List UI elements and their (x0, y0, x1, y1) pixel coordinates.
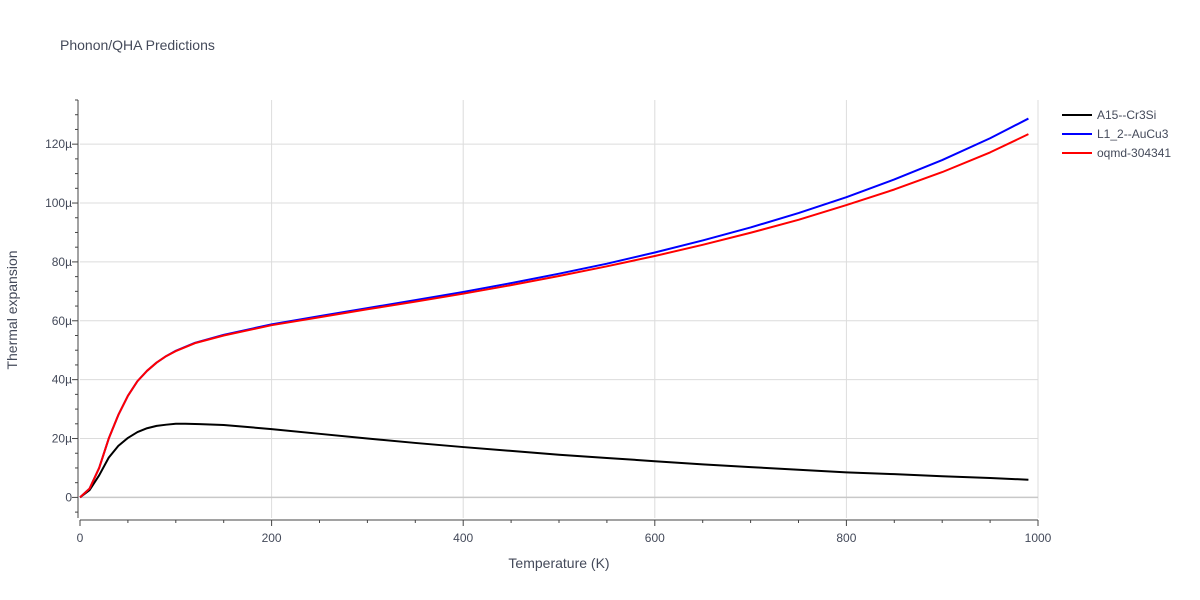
y-tick-label: 80µ (52, 255, 72, 269)
y-axis-title: Thermal expansion (4, 250, 20, 369)
x-tick-label: 0 (77, 531, 84, 545)
y-tick-label: 100µ (45, 196, 72, 210)
legend-label: L1_2--AuCu3 (1097, 127, 1169, 141)
y-tick-label: 20µ (52, 432, 72, 446)
axes-layer: 0 200 400 600 800 1000 0 20µ 40µ 60µ 80µ 100µ 120µ (45, 99, 1052, 545)
series-layer (79, 117, 1029, 499)
y-tick-label: 120µ (45, 137, 72, 151)
legend-item: L1_2--AuCu3 (1062, 127, 1169, 141)
series-line-3 (79, 133, 1029, 499)
legend-label: oqmd-304341 (1097, 146, 1171, 160)
chart-title: Phonon/QHA Predictions (60, 37, 215, 53)
x-tick-label: 200 (262, 531, 282, 545)
x-tick-label: 400 (453, 531, 473, 545)
y-tick-label: 60µ (52, 314, 72, 328)
grid-layer (80, 100, 1039, 518)
series-line-2 (79, 117, 1029, 499)
x-tick-label: 600 (645, 531, 665, 545)
legend-item: oqmd-304341 (1062, 146, 1171, 160)
x-axis-title: Temperature (K) (508, 555, 609, 571)
y-tick-label: 40µ (52, 373, 72, 387)
legend-label: A15--Cr3Si (1097, 108, 1156, 122)
legend: A15--Cr3Si L1_2--AuCu3 oqmd-304341 (1062, 108, 1171, 160)
legend-item: A15--Cr3Si (1062, 108, 1156, 122)
x-tick-label: 800 (836, 531, 856, 545)
series-line-1 (79, 422, 1029, 499)
x-tick-label: 1000 (1025, 531, 1052, 545)
y-tick-label: 0 (65, 490, 72, 504)
